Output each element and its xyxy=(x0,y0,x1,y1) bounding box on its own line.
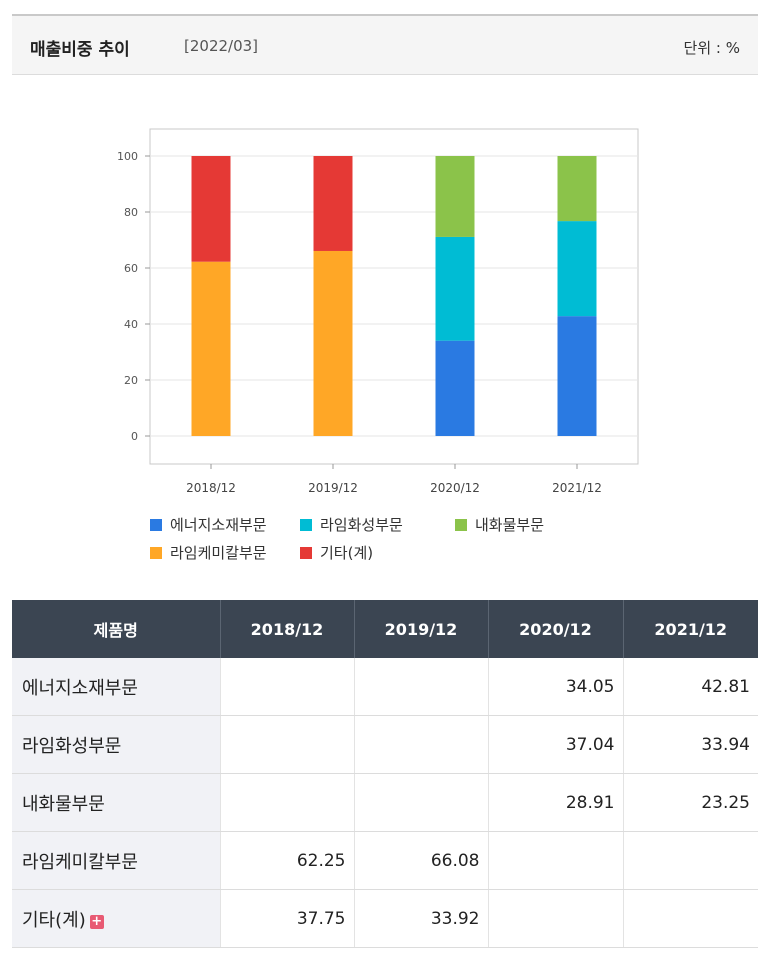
unit-label: 단위 : % xyxy=(683,39,740,57)
legend-swatch xyxy=(300,519,312,531)
table-cell: 62.25 xyxy=(219,831,354,890)
table-cell: 28.91 xyxy=(487,773,623,832)
table-cell xyxy=(219,773,354,832)
table-cell xyxy=(622,889,758,948)
legend-swatch xyxy=(455,519,467,531)
column-header: 2021/12 xyxy=(622,600,758,658)
row-label: 라임화성부문 xyxy=(12,715,220,774)
table-cell: 33.92 xyxy=(353,889,488,948)
table-row: 라임화성부문 37.04 33.94 xyxy=(12,715,758,774)
y-tick-label: 100 xyxy=(117,150,138,163)
plus-icon[interactable]: + xyxy=(89,913,104,929)
legend-swatch xyxy=(150,547,162,559)
bar-segment xyxy=(313,156,353,251)
table-cell xyxy=(219,715,354,774)
stacked-bar-chart: 0 20 40 60 80 100 2018/12 2019/12 2020/12 2021/12… xyxy=(117,128,639,562)
section-header: 매출비중 추이 [2022/03] 단위 : % xyxy=(12,14,758,75)
table-cell: 66.08 xyxy=(353,831,488,890)
table-cell xyxy=(353,773,488,832)
table-row: 기타(계) + 37.75 33.92 xyxy=(12,889,758,948)
y-tick-label: 0 xyxy=(131,430,138,443)
table-cell xyxy=(219,658,354,716)
row-label: 에너지소재부문 xyxy=(12,658,220,716)
table-cell xyxy=(487,831,623,890)
table-cell xyxy=(622,831,758,890)
bar-segment xyxy=(557,316,597,436)
y-tick-label: 40 xyxy=(124,318,138,331)
table-row: 에너지소재부문 34.05 42.81 xyxy=(12,658,758,716)
table-cell xyxy=(353,715,488,774)
bar-segment xyxy=(435,156,475,237)
table-cell: 42.81 xyxy=(622,658,758,716)
legend-label: 기타(계) xyxy=(320,544,373,562)
y-tick-label: 60 xyxy=(124,262,138,275)
y-tick-label: 20 xyxy=(124,374,138,387)
x-tick-label: 2021/12 xyxy=(552,481,602,495)
column-header: 2018/12 xyxy=(219,600,354,658)
section-title: 매출비중 추이 xyxy=(30,40,130,60)
bar-segment xyxy=(435,236,475,341)
table-row: 라임케미칼부문 62.25 66.08 xyxy=(12,831,758,890)
table-header-row: 제품명 2018/12 2019/12 2020/12 2021/12 xyxy=(12,600,758,658)
row-label: 라임케미칼부문 xyxy=(12,831,220,890)
table-row: 내화물부문 28.91 23.25 xyxy=(12,773,758,832)
table-cell xyxy=(487,889,623,948)
legend-swatch xyxy=(150,519,162,531)
bar-segment xyxy=(435,340,475,436)
row-label-cell: 기타(계) + xyxy=(12,889,220,948)
table-cell: 33.94 xyxy=(622,715,758,774)
table-cell: 34.05 xyxy=(487,658,623,716)
y-tick-label: 80 xyxy=(124,206,138,219)
table-cell: 37.04 xyxy=(487,715,623,774)
legend-label: 라임화성부문 xyxy=(320,516,403,534)
table-cell xyxy=(353,658,488,716)
legend-label: 내화물부문 xyxy=(475,516,544,534)
bar-segment xyxy=(191,156,231,262)
x-tick-label: 2020/12 xyxy=(430,481,480,495)
column-header: 2019/12 xyxy=(353,600,488,658)
bar-segment xyxy=(557,221,597,317)
legend-swatch xyxy=(300,547,312,559)
data-table: 제품명 2018/12 2019/12 2020/12 2021/12 에너지소… xyxy=(12,600,758,948)
column-header: 2020/12 xyxy=(487,600,623,658)
bar-segment xyxy=(557,156,597,222)
table-cell: 23.25 xyxy=(622,773,758,832)
row-label: 기타(계) xyxy=(22,909,86,931)
row-label: 내화물부문 xyxy=(12,773,220,832)
bar-segment xyxy=(191,261,231,436)
legend-label: 에너지소재부문 xyxy=(170,516,267,534)
bar-segment xyxy=(313,250,353,436)
column-header: 제품명 xyxy=(12,600,220,658)
x-tick-label: 2019/12 xyxy=(308,481,358,495)
legend-label: 라임케미칼부문 xyxy=(170,544,267,562)
report-date: [2022/03] xyxy=(184,37,259,55)
table-cell: 37.75 xyxy=(219,889,354,948)
x-tick-label: 2018/12 xyxy=(186,481,236,495)
plot-area xyxy=(149,128,639,465)
